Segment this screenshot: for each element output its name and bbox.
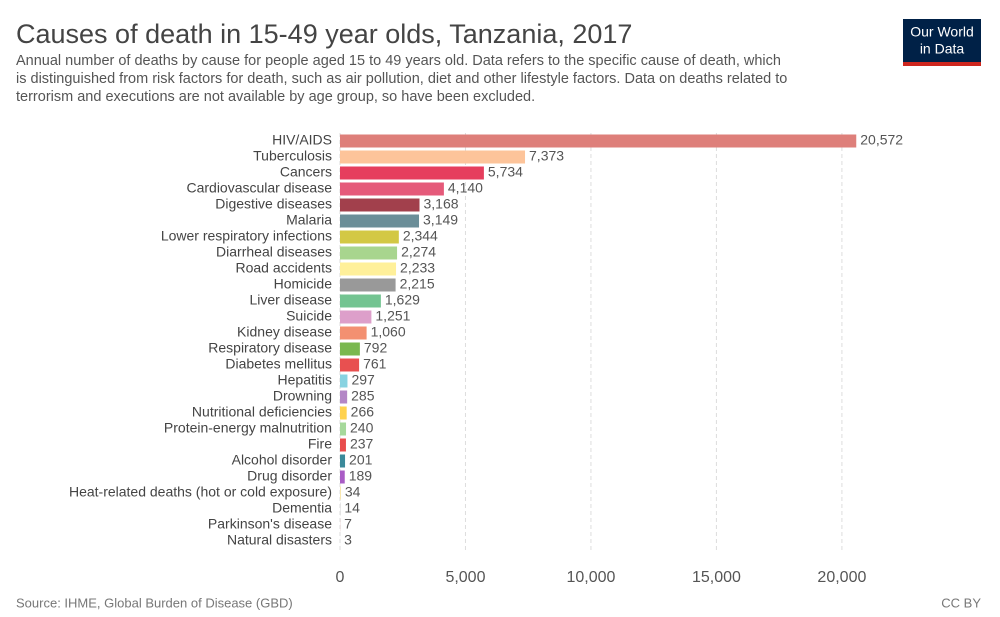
y-tick-label: Hepatitis [278,372,332,388]
value-label: 3,149 [423,212,458,228]
logo-stripe [903,62,981,66]
value-label: 285 [351,388,375,404]
value-label: 2,344 [403,228,438,244]
bar [340,278,396,292]
bar [340,166,484,180]
y-tick-label: Drug disorder [247,468,332,484]
bar [340,230,399,244]
bar [340,422,347,436]
y-tick-label: Suicide [286,308,332,324]
y-tick-label: HIV/AIDS [272,132,332,148]
value-label: 5,734 [488,164,523,180]
bar [340,198,420,212]
value-label: 3,168 [424,196,459,212]
y-tick-label: Kidney disease [237,324,332,340]
bar [340,374,348,388]
bar [340,486,341,500]
bar [340,134,857,148]
y-tick-label: Tuberculosis [253,148,332,164]
bar [340,294,381,308]
value-label: 7,373 [529,148,564,164]
value-label: 1,251 [375,308,410,324]
y-tick-label: Malaria [286,212,332,228]
value-label: 266 [351,404,375,420]
value-label: 4,140 [448,180,483,196]
y-tick-label: Dementia [272,500,332,516]
y-tick-label: Cardiovascular disease [186,180,332,196]
value-label: 761 [363,356,387,372]
bar [340,182,444,196]
y-tick-label: Alcohol disorder [232,452,333,468]
x-tick-label: 15,000 [692,569,741,586]
logo: Our World in Data [903,19,981,66]
source: Source: IHME, Global Burden of Disease (… [16,595,293,610]
y-tick-label: Digestive diseases [215,196,332,212]
value-label: 201 [349,452,373,468]
value-label: 1,629 [385,292,420,308]
y-tick-label: Natural disasters [227,532,332,548]
y-tick-label: Respiratory disease [208,340,332,356]
bar [340,214,420,228]
license: CC BY [941,595,981,610]
logo-text: Our World [910,24,974,40]
x-tick-label: 10,000 [566,569,615,586]
y-tick-label: Cancers [280,164,332,180]
value-label: 14 [344,500,360,516]
subtitle: is distinguished from risk factors for d… [16,71,787,87]
y-tick-label: Heat-related deaths (hot or cold exposur… [69,484,332,500]
value-label: 1,060 [371,324,406,340]
y-tick-label: Diabetes mellitus [225,356,332,372]
value-label: 3 [344,532,352,548]
bar [340,390,348,404]
x-tick-label: 5,000 [445,569,485,586]
bar [340,454,346,468]
x-tick-label: 20,000 [817,569,866,586]
bar [340,342,360,356]
bar [340,150,526,164]
bar [340,310,372,324]
y-tick-label: Protein-energy malnutrition [164,420,332,436]
y-tick-label: Liver disease [250,292,333,308]
value-label: 240 [350,420,374,436]
subtitle: terrorism and executions are not availab… [16,89,535,105]
value-label: 20,572 [860,132,903,148]
value-label: 7 [344,516,352,532]
value-label: 237 [350,436,374,452]
y-tick-label: Lower respiratory infections [161,228,332,244]
value-label: 2,274 [401,244,436,260]
bar [340,358,360,372]
value-label: 792 [364,340,388,356]
y-tick-label: Drowning [273,388,332,404]
y-tick-label: Road accidents [235,260,332,276]
bar [340,438,346,452]
chart-title: Causes of death in 15-49 year olds, Tanz… [16,19,632,49]
value-label: 189 [349,468,373,484]
bar [340,246,398,260]
value-label: 2,215 [400,276,435,292]
x-tick-label: 0 [336,569,345,586]
value-label: 2,233 [400,260,435,276]
y-tick-label: Homicide [274,276,333,292]
bar [340,262,397,276]
y-tick-label: Parkinson's disease [208,516,332,532]
value-label: 297 [351,372,375,388]
y-tick-label: Diarrheal diseases [216,244,332,260]
value-label: 34 [345,484,361,500]
bar [340,470,345,484]
y-tick-label: Fire [308,436,332,452]
logo-text: in Data [920,41,965,57]
bar [340,326,367,340]
y-tick-label: Nutritional deficiencies [192,404,332,420]
logo-box [903,19,981,64]
subtitle: Annual number of deaths by cause for peo… [16,53,781,69]
bar [340,406,347,420]
